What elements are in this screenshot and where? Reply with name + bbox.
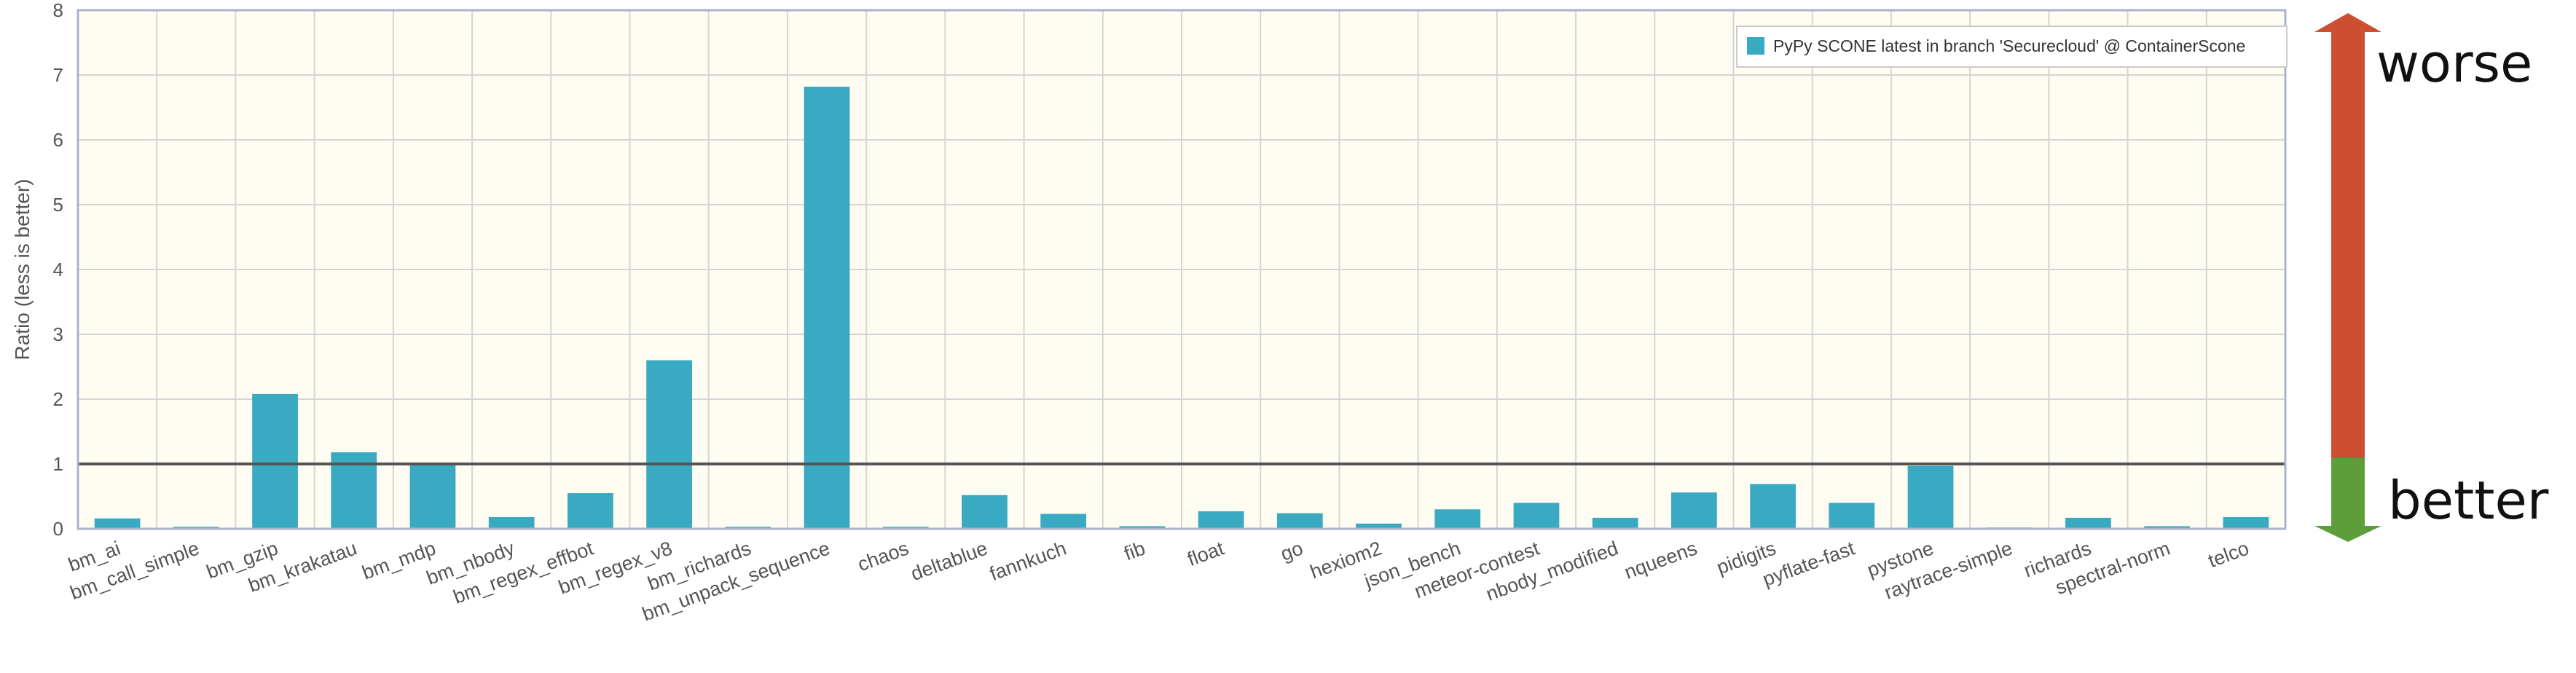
bar[interactable]: [646, 360, 692, 529]
bar[interactable]: [1513, 503, 1560, 529]
worse-better-indicator: worse better: [2314, 13, 2549, 542]
x-tick-label: float: [1185, 537, 1228, 570]
bar[interactable]: [1356, 523, 1402, 529]
legend-label: PyPy SCONE latest in branch 'Securecloud…: [1773, 36, 2245, 55]
bar[interactable]: [1276, 513, 1323, 529]
bar[interactable]: [1829, 503, 1875, 529]
bar[interactable]: [1671, 492, 1717, 529]
bars-group: [94, 87, 2269, 529]
bar[interactable]: [1198, 511, 1244, 529]
y-axis-title: Ratio (less is better): [11, 179, 34, 361]
y-tick-label: 8: [53, 0, 63, 21]
arrow-up-icon: [2314, 13, 2381, 32]
bar[interactable]: [1592, 517, 1638, 529]
y-tick-label: 3: [53, 323, 63, 345]
legend[interactable]: PyPy SCONE latest in branch 'Securecloud…: [1736, 25, 2288, 68]
y-tick-label: 6: [53, 129, 63, 151]
vertical-gridlines: [156, 10, 2207, 529]
worse-bar: [2331, 32, 2365, 458]
bar[interactable]: [804, 87, 850, 529]
worse-label: worse: [2376, 33, 2532, 94]
bar[interactable]: [409, 463, 456, 529]
bar[interactable]: [962, 495, 1008, 529]
y-tick-label: 4: [53, 259, 63, 280]
bar[interactable]: [1907, 465, 1954, 529]
plot-border: [76, 9, 2287, 530]
arrow-down-icon: [2314, 526, 2381, 542]
x-tick-label: telco: [2205, 537, 2252, 572]
y-tick-label: 5: [53, 194, 63, 216]
bar[interactable]: [1434, 509, 1481, 529]
better-label: better: [2388, 470, 2549, 531]
x-tick-label: go: [1278, 537, 1305, 564]
x-tick-label: fannkuch: [986, 537, 1069, 585]
bar[interactable]: [2065, 517, 2111, 529]
bar[interactable]: [1750, 484, 1796, 529]
y-tick-label: 7: [53, 64, 63, 86]
bar[interactable]: [2144, 526, 2191, 529]
legend-box: [1736, 25, 2288, 68]
bar[interactable]: [1119, 526, 1166, 529]
bar[interactable]: [488, 516, 535, 529]
y-tick-labels: 0 1 2 3 4 5 6 7 8: [53, 0, 63, 540]
bar[interactable]: [1040, 513, 1087, 529]
legend-swatch: [1747, 37, 1764, 55]
x-tick-label: fib: [1121, 537, 1148, 564]
better-bar: [2331, 458, 2365, 527]
bar[interactable]: [2223, 516, 2269, 529]
y-tick-label: 2: [53, 388, 63, 410]
x-tick-label: chaos: [855, 537, 911, 575]
y-tick-label: 0: [53, 518, 63, 540]
x-tick-label: nqueens: [1622, 537, 1700, 583]
x-tick-label: pyflate-fast: [1760, 537, 1858, 591]
bar[interactable]: [252, 393, 298, 529]
y-tick-label: 1: [53, 453, 63, 475]
bar[interactable]: [568, 493, 613, 529]
bar[interactable]: [94, 518, 141, 529]
x-tick-label: deltablue: [908, 537, 990, 585]
